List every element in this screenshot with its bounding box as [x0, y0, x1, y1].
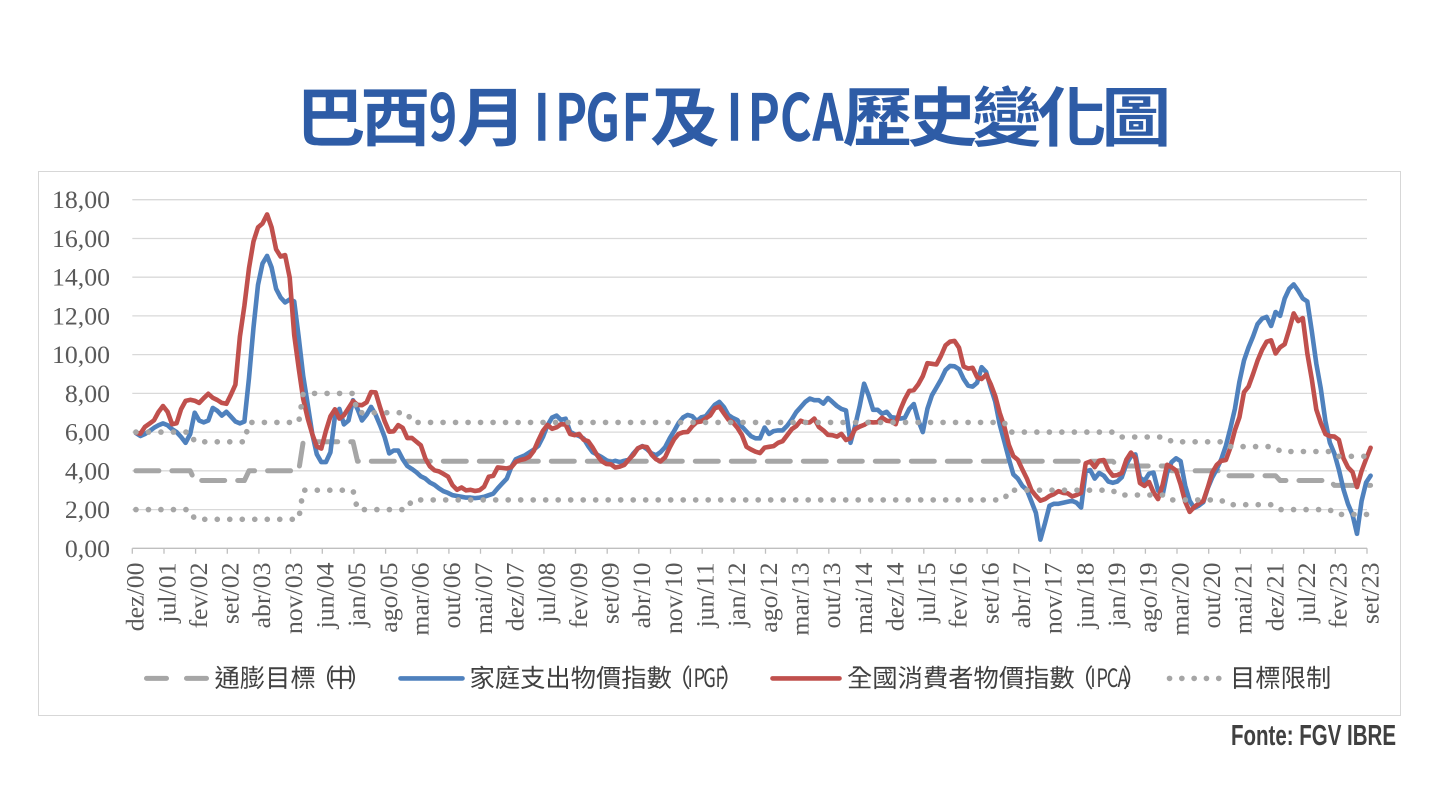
svg-text:set/02: set/02: [216, 563, 245, 625]
svg-text:mai/21: mai/21: [1229, 563, 1258, 635]
svg-text:ago/05: ago/05: [374, 563, 403, 633]
svg-text:set/16: set/16: [975, 562, 1004, 624]
svg-text:mai/07: mai/07: [469, 562, 498, 634]
svg-text:8,00: 8,00: [65, 379, 110, 408]
svg-text:fev/09: fev/09: [564, 563, 593, 629]
svg-text:fev/16: fev/16: [944, 562, 973, 628]
svg-text:jun/04: jun/04: [311, 562, 340, 629]
svg-text:jan/12: jan/12: [722, 563, 751, 628]
svg-text:0,00: 0,00: [65, 534, 110, 563]
svg-text:abr/17: abr/17: [1007, 562, 1036, 628]
svg-text:mar/06: mar/06: [406, 562, 435, 635]
svg-text:jan/05: jan/05: [342, 563, 371, 628]
svg-text:dez/21: dez/21: [1260, 563, 1289, 632]
svg-text:set/09: set/09: [596, 563, 625, 625]
svg-text:out/20: out/20: [1197, 563, 1226, 629]
svg-text:jan/19: jan/19: [1102, 563, 1131, 628]
svg-text:set/23: set/23: [1355, 563, 1384, 625]
svg-text:14,00: 14,00: [52, 263, 110, 292]
svg-text:2,00: 2,00: [65, 495, 110, 524]
svg-text:jul/08: jul/08: [532, 563, 561, 624]
svg-text:out/06: out/06: [437, 562, 466, 628]
svg-text:4,00: 4,00: [65, 456, 110, 485]
svg-text:16,00: 16,00: [52, 224, 110, 253]
svg-text:nov/03: nov/03: [279, 563, 308, 635]
svg-text:jun/11: jun/11: [691, 563, 720, 629]
svg-text:abr/03: abr/03: [247, 563, 276, 629]
svg-text:jun/18: jun/18: [1070, 563, 1099, 630]
svg-text:6,00: 6,00: [65, 418, 110, 447]
svg-text:ago/19: ago/19: [1134, 563, 1163, 633]
svg-text:10,00: 10,00: [52, 340, 110, 369]
svg-text:nov/17: nov/17: [1039, 562, 1068, 634]
svg-text:mai/14: mai/14: [849, 562, 878, 634]
svg-text:mar/13: mar/13: [785, 563, 814, 636]
svg-text:out/13: out/13: [817, 563, 846, 629]
svg-text:nov/10: nov/10: [659, 563, 688, 635]
svg-text:ago/12: ago/12: [754, 563, 783, 633]
svg-text:jul/22: jul/22: [1292, 563, 1321, 624]
svg-text:abr/10: abr/10: [627, 563, 656, 629]
svg-text:fev/23: fev/23: [1324, 563, 1353, 629]
svg-text:dez/14: dez/14: [880, 562, 909, 631]
svg-text:dez/07: dez/07: [501, 562, 530, 631]
svg-text:jul/01: jul/01: [152, 563, 181, 624]
svg-text:12,00: 12,00: [52, 301, 110, 330]
svg-text:dez/00: dez/00: [121, 563, 150, 632]
svg-text:Fonte: FGV IBRE: Fonte: FGV IBRE: [1231, 720, 1396, 752]
svg-text:mar/20: mar/20: [1165, 563, 1194, 636]
svg-text:jul/15: jul/15: [912, 563, 941, 624]
svg-text:fev/02: fev/02: [184, 563, 213, 629]
svg-text:18,00: 18,00: [52, 185, 110, 214]
